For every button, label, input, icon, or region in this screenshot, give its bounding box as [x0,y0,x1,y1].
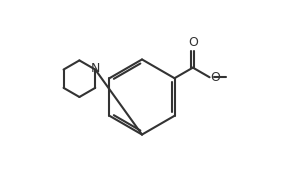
Text: N: N [91,62,101,75]
Text: O: O [210,71,220,84]
Text: O: O [188,36,198,49]
